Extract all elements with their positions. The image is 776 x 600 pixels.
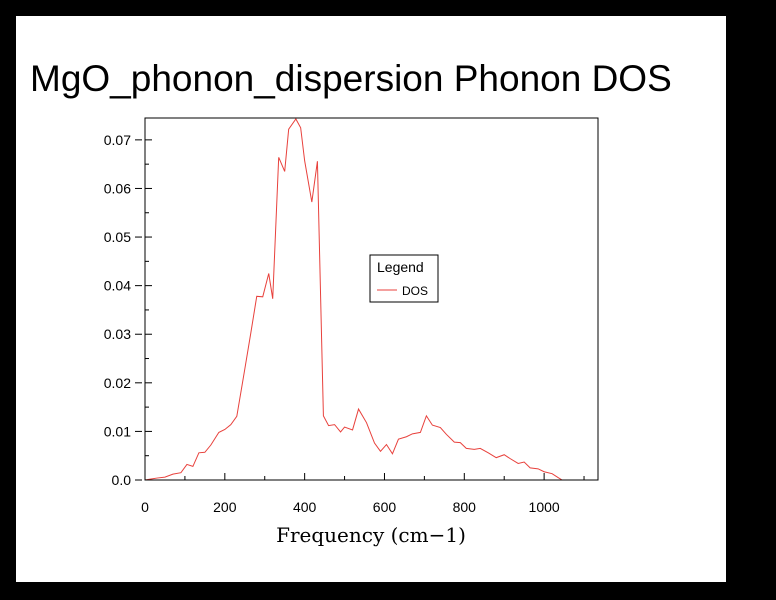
legend-entry-dos: DOS (402, 284, 428, 298)
x-axis-label: Frequency (cm−1) (276, 523, 466, 547)
x-tick-label: 200 (213, 499, 237, 515)
y-tick-label: 0.02 (104, 375, 131, 391)
x-tick-label: 600 (373, 499, 397, 515)
y-tick-label: 0.04 (104, 278, 131, 294)
legend-box (369, 254, 439, 303)
y-tick-label: 0.07 (104, 132, 131, 148)
y-axis: 0.0 0.01 0.02 0.03 0.04 0.05 0.06 0.07 (104, 132, 152, 488)
x-tick-label: 1000 (529, 499, 560, 515)
plot-area (144, 117, 599, 481)
legend-title: Legend (377, 259, 424, 275)
y-tick-label: 0.05 (104, 229, 131, 245)
x-tick-label: 400 (293, 499, 317, 515)
legend: Legend DOS (369, 254, 439, 303)
y-tick-label: 0.0 (112, 472, 132, 488)
x-tick-label: 0 (141, 499, 149, 515)
y-tick-label: 0.06 (104, 180, 131, 196)
x-axis: 0 200 400 600 800 1000 (141, 473, 585, 515)
chart-title: MgO_phonon_dispersion Phonon DOS (30, 58, 672, 99)
series-line-dos (144, 118, 563, 481)
series-layer (144, 118, 563, 481)
y-tick-label: 0.03 (104, 326, 131, 342)
y-tick-label: 0.01 (104, 423, 131, 439)
x-tick-label: 800 (453, 499, 477, 515)
